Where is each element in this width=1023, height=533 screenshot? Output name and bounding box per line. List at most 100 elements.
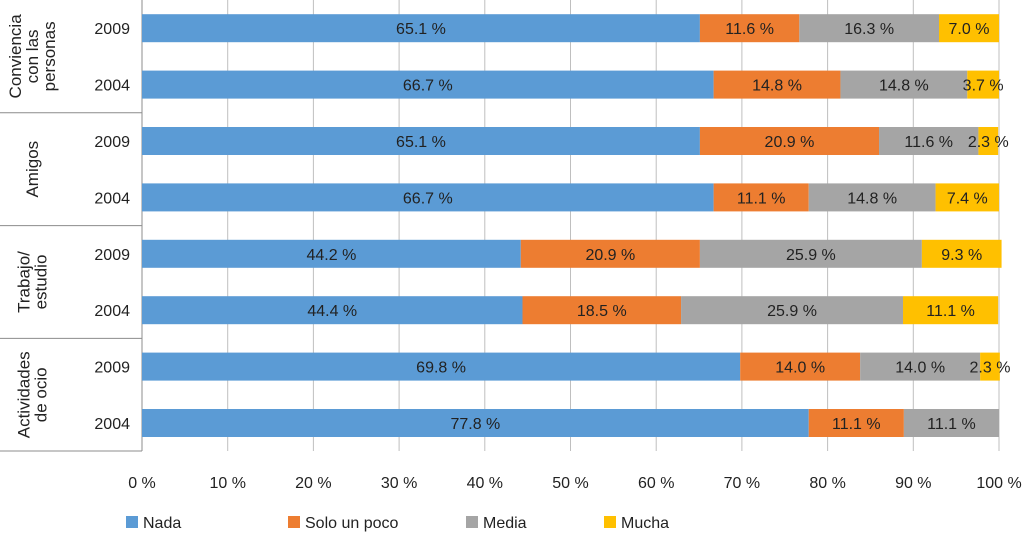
gridlines xyxy=(141,0,1000,451)
group-label-line: personas xyxy=(40,21,59,91)
x-tick-label: 70 % xyxy=(724,475,760,492)
year-label: 2009 xyxy=(94,360,130,377)
bar-segment-mucha xyxy=(935,183,999,212)
year-label: 2009 xyxy=(94,134,130,151)
year-label: 2009 xyxy=(94,21,130,38)
data-label: 7.4 % xyxy=(947,190,988,207)
year-label: 2004 xyxy=(94,190,130,207)
bar-segment-solo_un_poco xyxy=(713,183,809,212)
legend-swatch-nada xyxy=(126,516,138,528)
data-label: 9.3 % xyxy=(941,247,982,264)
bar-segment-media xyxy=(860,352,981,381)
group-label-line: de ocio xyxy=(32,367,51,422)
bar-segment-nada xyxy=(142,14,700,43)
legend-label-nada: Nada xyxy=(143,515,181,532)
data-label: 2.3 % xyxy=(968,134,1009,151)
data-label: 14.8 % xyxy=(847,190,897,207)
bar-segment-mucha xyxy=(980,352,1000,381)
year-label: 2009 xyxy=(94,247,130,264)
bar-segment-media xyxy=(799,14,940,43)
bar-segment-solo_un_poco xyxy=(699,14,800,43)
bar-segment-nada xyxy=(142,239,521,268)
data-label: 14.0 % xyxy=(895,360,945,377)
data-label: 14.0 % xyxy=(775,360,825,377)
year-label: 2004 xyxy=(94,78,130,95)
legend: Nada Solo un poco Media Mucha xyxy=(126,515,669,532)
data-label: 44.2 % xyxy=(306,247,356,264)
bar-segment-mucha xyxy=(921,239,1002,268)
bar-segment-solo_un_poco xyxy=(699,127,880,155)
group-label: Convienciacon laspersonas xyxy=(6,14,59,99)
group-label-line: Actividades xyxy=(15,351,34,438)
category-frame: Convienciacon laspersonas Amigos Trabajo/e… xyxy=(0,0,143,452)
bar-segment-solo_un_poco xyxy=(522,296,682,325)
group-label: Actividadesde ocio xyxy=(15,351,51,438)
x-tick-label: 60 % xyxy=(638,475,674,492)
data-label: 20.9 % xyxy=(585,247,635,264)
x-tick-label: 30 % xyxy=(381,475,417,492)
bar-segment-nada xyxy=(142,183,714,212)
x-tick-label: 10 % xyxy=(209,475,245,492)
bar-segment-nada xyxy=(142,296,523,325)
data-label: 69.8 % xyxy=(416,360,466,377)
legend-swatch-solo_un_poco xyxy=(288,516,300,528)
bar-segment-solo_un_poco xyxy=(808,409,904,437)
legend-swatch-mucha xyxy=(604,516,616,528)
legend-label-mucha: Mucha xyxy=(621,515,669,532)
x-axis-ticks: 0 % 10 % 20 % 30 % 40 % 50 % 60 % 70 % 80 % 90 % 1… xyxy=(128,475,1021,492)
year-label: 2004 xyxy=(94,303,130,320)
group-label-line: estudio xyxy=(32,255,51,310)
legend-label-media: Media xyxy=(483,515,527,532)
bar-segment-nada xyxy=(142,352,741,381)
x-tick-label: 20 % xyxy=(295,475,331,492)
x-tick-label: 0 % xyxy=(128,475,156,492)
bar-segment-nada xyxy=(142,409,809,437)
data-label: 65.1 % xyxy=(396,134,446,151)
x-tick-label: 50 % xyxy=(552,475,588,492)
data-label: 66.7 % xyxy=(403,78,453,95)
bar-segment-solo_un_poco xyxy=(740,352,861,381)
group-label-line: con las xyxy=(23,29,42,83)
data-label: 77.8 % xyxy=(450,416,500,433)
data-label: 25.9 % xyxy=(767,303,817,320)
x-tick-label: 100 % xyxy=(976,475,1021,492)
legend-swatch-media xyxy=(466,516,478,528)
group-label-line: Conviencia xyxy=(6,14,25,99)
data-label: 7.0 % xyxy=(949,21,990,38)
data-label: 11.1 % xyxy=(926,303,975,320)
data-label: 2.3 % xyxy=(970,360,1011,377)
data-label: 18.5 % xyxy=(577,303,627,320)
group-label-line: Trabajo/ xyxy=(15,251,34,313)
bar-segment-media xyxy=(681,296,904,325)
bar-segment-media xyxy=(808,183,936,212)
data-label: 65.1 % xyxy=(396,21,446,38)
bar-segment-media xyxy=(903,409,999,437)
data-label: 20.9 % xyxy=(765,134,815,151)
data-label: 11.6 % xyxy=(725,21,774,38)
data-label: 11.6 % xyxy=(904,134,953,151)
data-label: 11.1 % xyxy=(927,416,976,433)
x-tick-label: 80 % xyxy=(809,475,845,492)
year-label: 2004 xyxy=(94,416,130,433)
data-label: 3.7 % xyxy=(963,78,1004,95)
data-label: 11.1 % xyxy=(832,416,881,433)
bar-segment-mucha xyxy=(967,70,999,99)
data-label: 16.3 % xyxy=(844,21,894,38)
data-label: 11.1 % xyxy=(737,190,786,207)
data-label: 66.7 % xyxy=(403,190,453,207)
bar-segment-nada xyxy=(142,127,700,155)
bar-segment-solo_un_poco xyxy=(713,70,841,99)
bars: 2009 65.1 % 11.6 % 16.3 % 7.0 % 2004 66.7 % 14.… xyxy=(94,14,1010,437)
group-label: Trabajo/estudio xyxy=(15,251,51,313)
bar-segment-mucha xyxy=(939,14,999,43)
bar-segment-media xyxy=(840,70,968,99)
group-label: Amigos xyxy=(23,141,42,198)
data-label: 25.9 % xyxy=(786,247,836,264)
bar-segment-solo_un_poco xyxy=(520,239,700,268)
bar-segment-nada xyxy=(142,70,714,99)
group-label-line: Amigos xyxy=(23,141,42,198)
legend-label-solo_un_poco: Solo un poco xyxy=(305,515,399,532)
x-tick-label: 90 % xyxy=(895,475,931,492)
data-label: 44.4 % xyxy=(307,303,357,320)
